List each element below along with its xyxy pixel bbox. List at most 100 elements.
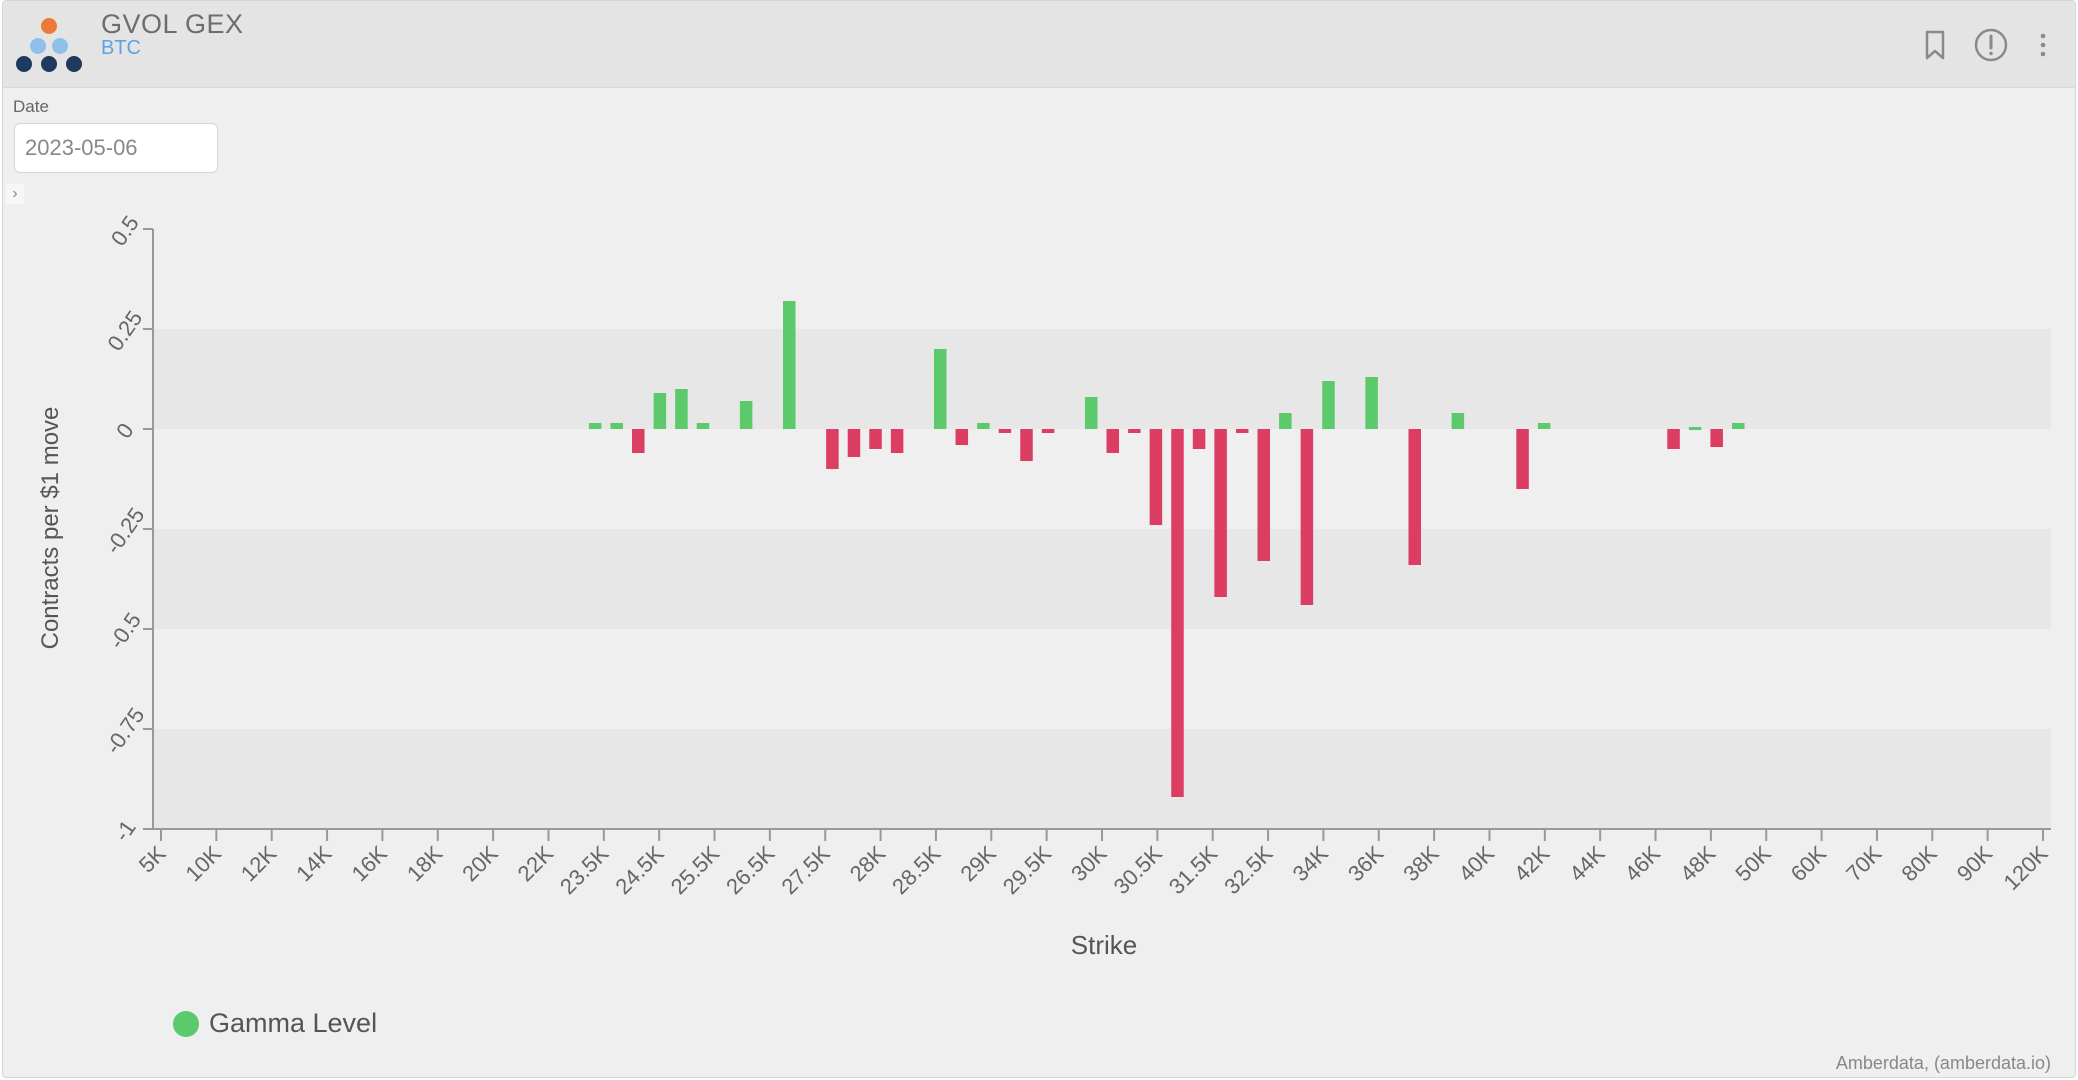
x-tick-label: 70K: [1841, 841, 1887, 887]
gamma-bar[interactable]: [1537, 423, 1551, 429]
gamma-bar[interactable]: [998, 429, 1012, 433]
x-tick-label: 34K: [1288, 841, 1334, 887]
x-axis-title: Strike: [1071, 930, 1137, 960]
x-tick-label: 29K: [955, 841, 1001, 887]
x-tick-label: 28K: [845, 841, 891, 887]
grid-band: [153, 429, 2051, 529]
x-tick-label: 32.5K: [1219, 841, 1278, 900]
x-tick-label: 40K: [1454, 841, 1500, 887]
grid-band: [153, 729, 2051, 829]
gamma-bar[interactable]: [653, 393, 667, 429]
x-tick-label: 60K: [1786, 841, 1832, 887]
y-tick-label: -0.5: [104, 608, 146, 653]
x-tick-label: 36K: [1343, 841, 1389, 887]
expand-filters-toggle[interactable]: ›: [6, 184, 24, 204]
gamma-bar[interactable]: [696, 423, 710, 429]
gamma-bar[interactable]: [1257, 429, 1271, 561]
gamma-bar[interactable]: [1192, 429, 1206, 449]
widget-title: GVOL GEX: [101, 9, 244, 39]
gamma-bar[interactable]: [1041, 429, 1055, 433]
gamma-bar[interactable]: [1688, 427, 1702, 430]
gamma-bar[interactable]: [1279, 413, 1292, 429]
x-tick-label: 28.5K: [887, 841, 946, 900]
gamma-bar[interactable]: [1667, 429, 1680, 449]
gamma-bar[interactable]: [1516, 429, 1529, 489]
gamma-bar[interactable]: [1128, 429, 1141, 433]
legend-item-gamma-level[interactable]: Gamma Level: [173, 1008, 377, 1039]
grid-band: [153, 629, 2051, 729]
x-tick-label: 25.5K: [666, 841, 725, 900]
x-tick-label: 30K: [1066, 841, 1112, 887]
x-tick-label: 23.5K: [555, 841, 614, 900]
gamma-bar[interactable]: [1235, 429, 1249, 433]
gamma-bar[interactable]: [1408, 429, 1421, 565]
gamma-bar[interactable]: [610, 423, 623, 429]
x-tick-label: 50K: [1730, 841, 1776, 887]
y-tick-label: 0.25: [102, 306, 147, 355]
gamma-bar[interactable]: [955, 429, 969, 445]
gamma-bar[interactable]: [1732, 423, 1745, 429]
x-tick-label: 26.5K: [721, 841, 780, 900]
x-tick-label: 42K: [1509, 841, 1555, 887]
gamma-bar[interactable]: [1149, 429, 1163, 525]
x-tick-label: 18K: [402, 841, 448, 887]
x-tick-label: 30.5K: [1109, 841, 1168, 900]
y-axis-title: Contracts per $1 move: [37, 407, 64, 650]
amberdata-logo-icon: [16, 18, 82, 72]
x-tick-label: 38K: [1398, 841, 1444, 887]
gamma-bar[interactable]: [977, 423, 990, 429]
x-tick-label: 90K: [1952, 841, 1998, 887]
gamma-bar[interactable]: [1020, 429, 1033, 461]
x-tick-label: 120K: [1999, 841, 2053, 895]
x-tick-label: 12K: [236, 841, 282, 887]
y-tick-label: 0: [111, 419, 139, 443]
gamma-bar[interactable]: [1322, 381, 1335, 429]
x-tick-label: 29.5K: [998, 841, 1057, 900]
x-tick-label: 24.5K: [610, 841, 669, 900]
gamma-bar[interactable]: [1710, 429, 1723, 447]
data-credit: Amberdata, (amberdata.io): [1835, 1053, 2051, 1073]
x-tick-label: 80K: [1896, 841, 1942, 887]
legend-label: Gamma Level: [209, 1008, 378, 1038]
grid-band: [153, 529, 2051, 629]
y-tick-label: -0.75: [100, 703, 149, 758]
gamma-bar[interactable]: [890, 429, 904, 453]
gamma-bar[interactable]: [869, 429, 882, 449]
x-tick-label: 27.5K: [776, 841, 835, 900]
x-tick-label: 20K: [457, 841, 503, 887]
gamma-bar[interactable]: [1451, 413, 1465, 429]
x-tick-label: 46K: [1620, 841, 1666, 887]
gamma-bar[interactable]: [1365, 377, 1378, 429]
grid-band: [153, 329, 2051, 429]
x-tick-label: 10K: [181, 841, 227, 887]
gamma-bar[interactable]: [588, 423, 602, 429]
x-tick-label: 16K: [347, 841, 393, 887]
gamma-bar[interactable]: [783, 301, 796, 429]
gamma-bar[interactable]: [933, 349, 947, 429]
y-tick-label: -0.25: [100, 503, 149, 558]
gamma-bar[interactable]: [739, 401, 753, 429]
gamma-bar[interactable]: [1171, 429, 1184, 797]
gamma-bar[interactable]: [675, 389, 688, 429]
x-tick-label: 22K: [513, 841, 559, 887]
gamma-bar[interactable]: [847, 429, 861, 457]
info-icon[interactable]: [1973, 27, 2009, 63]
grid-band: [153, 229, 2051, 329]
gamma-bar[interactable]: [1300, 429, 1314, 605]
gamma-bar[interactable]: [632, 429, 645, 453]
date-label: Date: [13, 97, 49, 116]
date-input[interactable]: [14, 123, 218, 173]
gamma-bar[interactable]: [1084, 397, 1098, 429]
gamma-bar[interactable]: [1214, 429, 1227, 597]
gamma-bar[interactable]: [826, 429, 839, 469]
x-tick-label: 14K: [291, 841, 337, 887]
x-tick-label: 31.5K: [1164, 841, 1223, 900]
bookmark-icon[interactable]: [1917, 27, 1953, 63]
gamma-bar[interactable]: [1106, 429, 1120, 453]
x-tick-label: 5K: [134, 841, 171, 878]
widget-header: GVOL GEX BTC: [3, 1, 2075, 88]
gamma-exposure-chart: 0.5 0.25 0 -0.25 -0.5 -0.75 -15K 10K 12K 14K 16K 18…: [37, 211, 2053, 960]
more-vertical-icon[interactable]: [2033, 27, 2053, 63]
x-tick-label: 48K: [1675, 841, 1721, 887]
